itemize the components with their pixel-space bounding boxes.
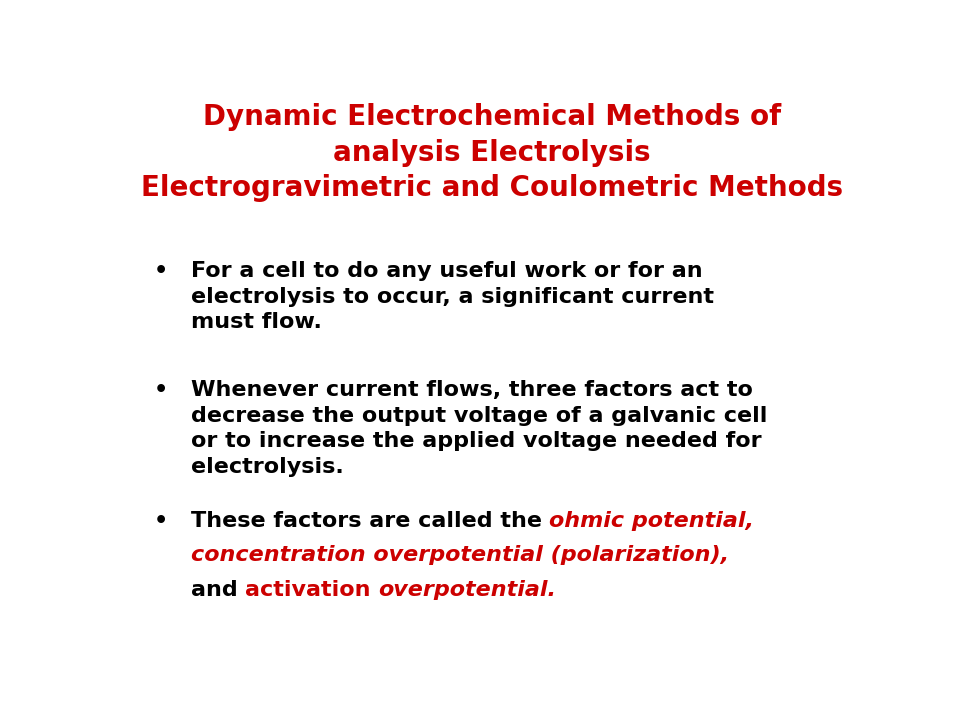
Text: These factors are called the: These factors are called the (191, 510, 549, 531)
Text: concentration overpotential (polarization),: concentration overpotential (polarizatio… (191, 546, 729, 565)
Text: •: • (154, 380, 168, 400)
Text: •: • (154, 261, 168, 281)
Text: activation: activation (245, 580, 378, 600)
Text: Whenever current flows, three factors act to
decrease the output voltage of a ga: Whenever current flows, three factors ac… (191, 380, 767, 477)
Text: For a cell to do any useful work or for an
electrolysis to occur, a significant : For a cell to do any useful work or for … (191, 261, 713, 332)
Text: •: • (154, 510, 168, 531)
Text: ohmic potential,: ohmic potential, (549, 510, 755, 531)
Text: and: and (191, 580, 245, 600)
Text: Dynamic Electrochemical Methods of
analysis Electrolysis
Electrogravimetric and : Dynamic Electrochemical Methods of analy… (141, 103, 843, 202)
Text: overpotential.: overpotential. (378, 580, 557, 600)
